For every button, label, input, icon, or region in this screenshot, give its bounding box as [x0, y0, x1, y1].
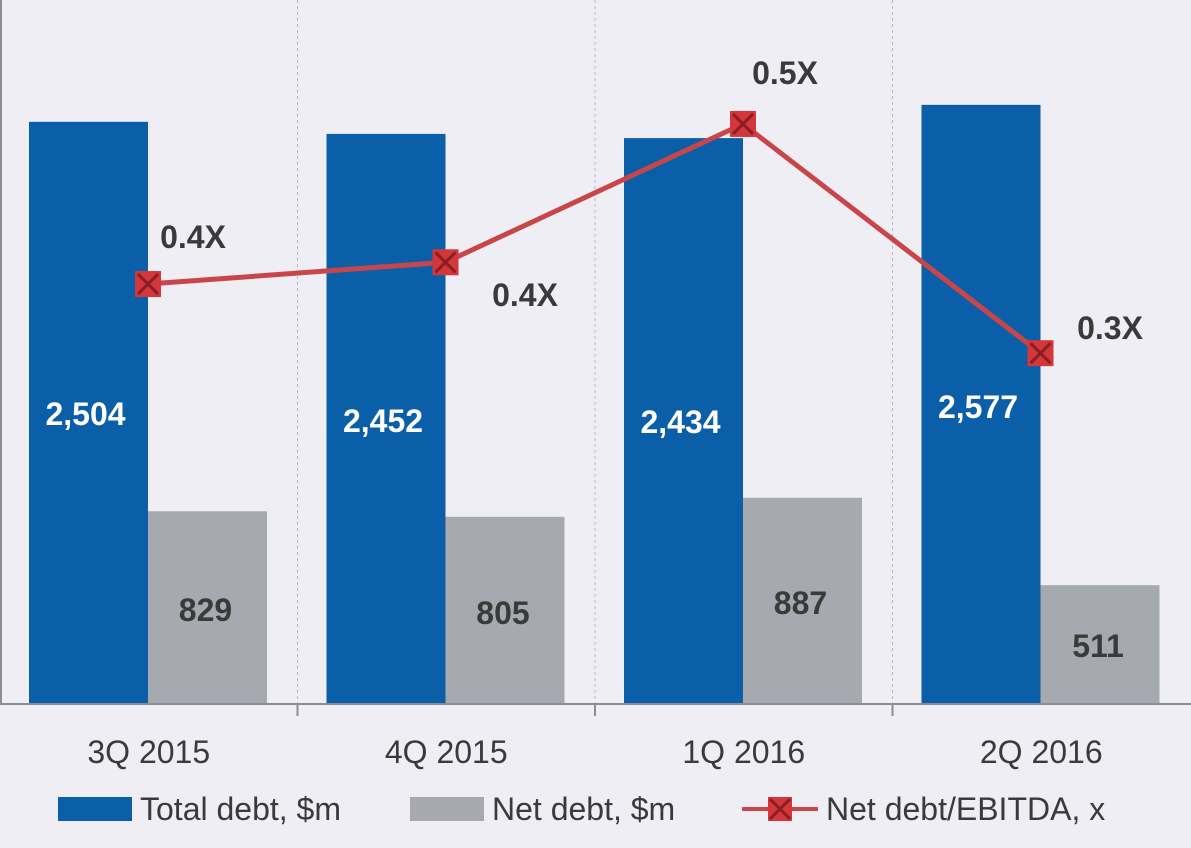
total-debt-bars — [29, 104, 1041, 705]
ratio-marker — [135, 271, 161, 298]
x-tick-label: 1Q 2016 — [682, 734, 805, 770]
ratio-line — [147, 121, 1043, 356]
ratio-marker-cross — [434, 251, 457, 274]
x-axis — [0, 0, 1191, 716]
data-label-ratio: 0.4X — [160, 219, 226, 255]
bar-net-debt — [1040, 585, 1160, 704]
net-debt-ebitda-line — [135, 110, 1054, 367]
x-tick-labels: 3Q 2015 4Q 2015 1Q 2016 2Q 2016 — [87, 734, 1102, 770]
ratio-marker-cross — [731, 112, 755, 136]
data-label-net-debt: 511 — [1072, 628, 1124, 664]
bar-total-debt — [29, 121, 148, 704]
legend-label-total-debt: Total debt, $m — [140, 791, 341, 827]
data-label-total-debt: 2,452 — [343, 403, 423, 439]
data-label-ratio: 0.4X — [492, 277, 558, 313]
ratio-marker — [1027, 340, 1054, 367]
data-label-ratio: 0.3X — [1077, 310, 1143, 346]
legend-swatch-net-debt — [410, 797, 484, 821]
data-label-net-debt: 805 — [476, 595, 529, 631]
ratio-marker-cross — [1029, 342, 1052, 365]
bar-total-debt — [624, 138, 743, 705]
ratio-marker — [730, 110, 756, 137]
legend-label-net-debt-ebitda: Net debt/EBITDA, x — [826, 791, 1105, 827]
data-labels: 2,504 829 2,452 805 2,434 887 2,577 511 0.4X 0.4X… — [45, 55, 1143, 664]
x-tick-label: 3Q 2015 — [87, 734, 210, 770]
x-tick-label: 2Q 2016 — [980, 734, 1103, 770]
bar-total-debt — [921, 104, 1041, 704]
data-label-total-debt: 2,504 — [45, 396, 125, 432]
bar-net-debt — [148, 511, 267, 704]
data-label-ratio: 0.5X — [752, 55, 818, 91]
legend-marker-cross — [768, 797, 792, 821]
data-label-net-debt: 887 — [774, 585, 827, 621]
net-debt-bars — [148, 497, 1160, 704]
bar-net-debt — [743, 497, 862, 704]
legend: Total debt, $m Net debt, $m Net debt/EBI… — [58, 791, 1105, 827]
ratio-marker — [432, 249, 459, 276]
x-tick-label: 4Q 2015 — [385, 734, 508, 770]
data-label-total-debt: 2,434 — [640, 404, 720, 440]
data-label-net-debt: 829 — [179, 592, 232, 628]
bar-net-debt — [445, 516, 565, 704]
data-label-total-debt: 2,577 — [938, 389, 1018, 425]
legend-label-net-debt: Net debt, $m — [492, 791, 675, 827]
legend-swatch-marker — [768, 797, 792, 821]
ratio-marker-cross — [136, 272, 160, 296]
legend-swatch-total-debt — [58, 797, 132, 821]
bar-total-debt — [326, 133, 446, 704]
